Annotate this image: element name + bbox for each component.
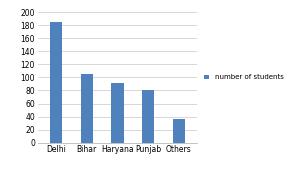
Bar [173,118,185,143]
Bar [142,90,154,143]
Bar [111,83,124,143]
Legend: number of students: number of students [204,74,284,80]
Bar [81,74,93,143]
Bar [50,22,62,143]
